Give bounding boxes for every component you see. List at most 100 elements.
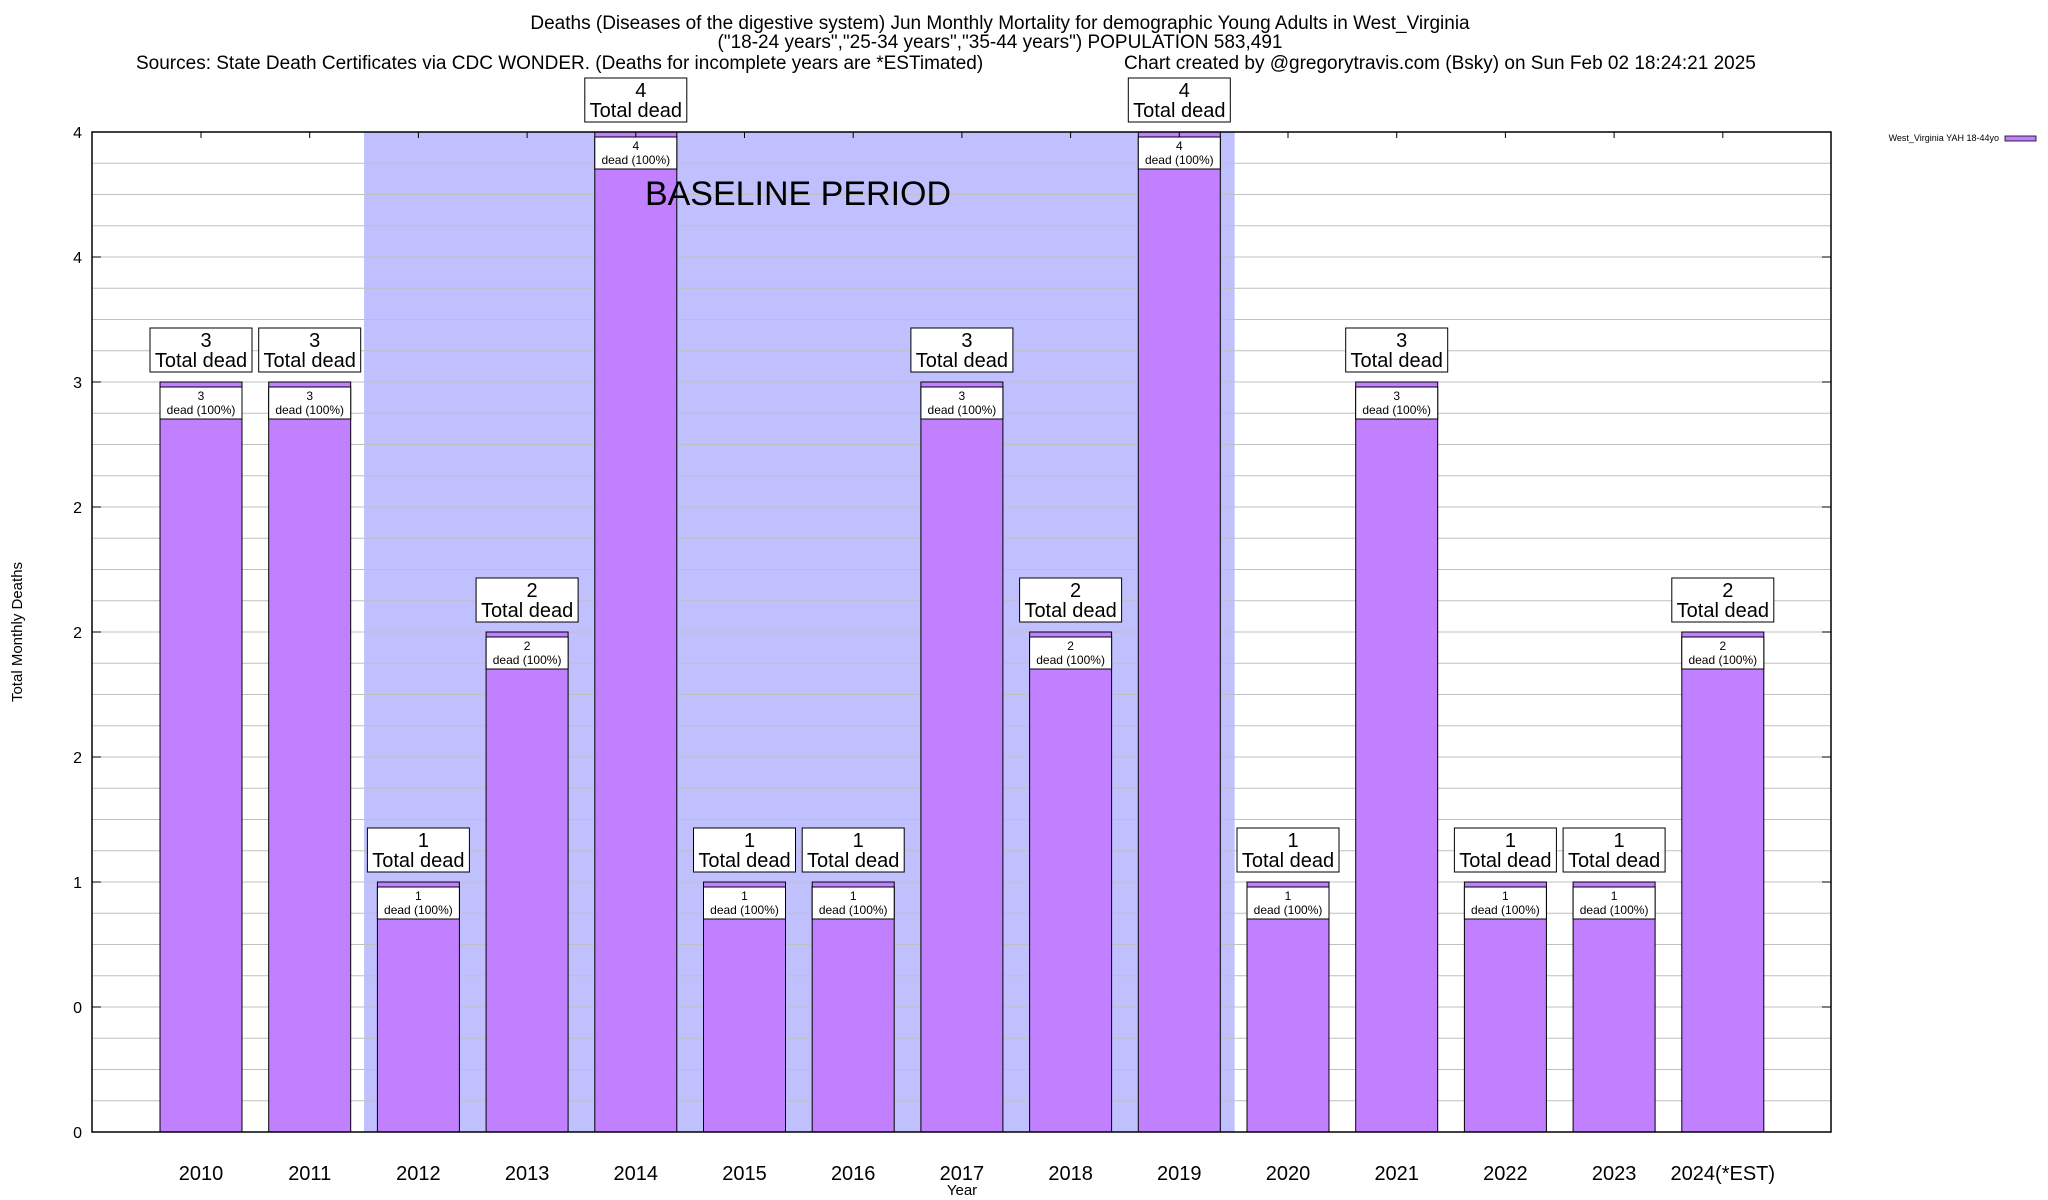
- inner-dead-box: [159, 386, 243, 420]
- total-dead-box: [258, 327, 362, 373]
- chart-credit: Chart created by @gregorytravis.com (Bsk…: [1124, 53, 1756, 74]
- total-dead-value: 3: [961, 330, 972, 352]
- inner-dead-box: [703, 886, 786, 920]
- inner-dead-box: [1355, 386, 1439, 420]
- legend-swatch: [2004, 135, 2037, 142]
- total-dead-box: [1562, 827, 1666, 873]
- inner-dead-box: [811, 886, 895, 920]
- baseline-period-label: BASELINE PERIOD: [645, 175, 951, 213]
- y-axis-label: Total Monthly Deaths: [9, 562, 26, 702]
- inner-dead-label: dead (100%): [1580, 903, 1649, 917]
- y-tick-label: 2: [73, 500, 82, 517]
- y-tick-label: 3: [73, 375, 82, 392]
- total-dead-label: Total dead: [916, 350, 1008, 372]
- bar-2013: [485, 631, 569, 1133]
- total-dead-box: [693, 827, 796, 873]
- total-dead-box: [584, 77, 688, 123]
- bar-2020: [1246, 881, 1330, 1133]
- inner-dead-value: 3: [306, 389, 313, 403]
- total-dead-label: Total dead: [590, 100, 682, 122]
- inner-dead-label: dead (100%): [1145, 153, 1214, 167]
- total-dead-label: Total dead: [807, 850, 899, 872]
- bar-2015: [703, 881, 786, 1133]
- inner-dead-box: [594, 136, 678, 170]
- x-tick-label: 2020: [1266, 1163, 1311, 1185]
- inner-dead-label: dead (100%): [601, 153, 670, 167]
- bar-2011: [268, 381, 352, 1133]
- inner-dead-label: dead (100%): [1688, 653, 1757, 667]
- inner-dead-value: 3: [1393, 389, 1400, 403]
- total-dead-box: [149, 327, 253, 373]
- total-dead-box: [1019, 577, 1123, 623]
- inner-dead-box: [268, 386, 352, 420]
- inner-dead-value: 1: [850, 889, 857, 903]
- bar-2024(*EST): [1681, 631, 1765, 1133]
- inner-dead-label: dead (100%): [275, 403, 344, 417]
- total-dead-value: 3: [1396, 330, 1407, 352]
- inner-dead-box: [1137, 136, 1221, 170]
- bar-2010: [159, 381, 243, 1133]
- y-tick-label: 4: [73, 125, 82, 142]
- total-dead-value: 3: [309, 330, 320, 352]
- x-tick-label: 2018: [1048, 1163, 1093, 1185]
- inner-dead-value: 4: [632, 139, 639, 153]
- inner-dead-box: [376, 886, 460, 920]
- inner-dead-label: dead (100%): [167, 403, 236, 417]
- total-dead-box: [1345, 327, 1449, 373]
- x-tick-label: 2023: [1592, 1163, 1637, 1185]
- total-dead-value: 1: [1287, 830, 1298, 852]
- y-tick-label: 4: [73, 250, 82, 267]
- x-tick-label: 2016: [831, 1163, 876, 1185]
- total-dead-label: Total dead: [264, 350, 356, 372]
- total-dead-label: Total dead: [372, 850, 464, 872]
- bar-2021: [1355, 381, 1439, 1133]
- inner-dead-value: 2: [1719, 639, 1726, 653]
- total-dead-value: 1: [744, 830, 755, 852]
- inner-dead-value: 2: [524, 639, 531, 653]
- inner-dead-label: dead (100%): [1036, 653, 1105, 667]
- bar-2019: [1137, 131, 1221, 1133]
- inner-dead-value: 1: [741, 889, 748, 903]
- inner-dead-value: 3: [959, 389, 966, 403]
- total-dead-box: [475, 577, 579, 623]
- inner-dead-value: 1: [1285, 889, 1292, 903]
- labels-layer: 0 0 1 2 2 2 3 4 4 2010 2011 2012 2013 2014 2015 2016 201…: [73, 77, 1775, 1185]
- inner-dead-value: 1: [1611, 889, 1618, 903]
- inner-dead-box: [920, 386, 1004, 420]
- inner-dead-label: dead (100%): [1471, 903, 1540, 917]
- legend: West_Virginia YAH 18-44yo: [1889, 133, 2037, 143]
- total-dead-value: 4: [1179, 80, 1190, 102]
- inner-dead-box: [1681, 636, 1765, 670]
- inner-dead-value: 1: [1502, 889, 1509, 903]
- total-dead-label: Total dead: [1568, 850, 1660, 872]
- y-tick-label: 2: [73, 750, 82, 767]
- inner-dead-label: dead (100%): [493, 653, 562, 667]
- total-dead-box: [366, 827, 470, 873]
- x-tick-label: 2022: [1483, 1163, 1528, 1185]
- inner-dead-box: [1029, 636, 1113, 670]
- inner-dead-value: 1: [415, 889, 422, 903]
- legend-label: West_Virginia YAH 18-44yo: [1889, 133, 1999, 143]
- x-tick-label: 2013: [505, 1163, 550, 1185]
- inner-dead-label: dead (100%): [819, 903, 888, 917]
- total-dead-value: 2: [527, 580, 538, 602]
- y-tick-label: 0: [73, 1125, 82, 1142]
- x-tick-label: 2014: [614, 1163, 659, 1185]
- x-tick-label: 2021: [1374, 1163, 1419, 1185]
- bar-2016: [811, 881, 895, 1133]
- x-tick-label: 2017: [940, 1163, 985, 1185]
- total-dead-box: [1671, 577, 1775, 623]
- inner-dead-label: dead (100%): [928, 403, 997, 417]
- inner-dead-label: dead (100%): [1254, 903, 1323, 917]
- bar-2022: [1463, 881, 1547, 1133]
- chart-sources: Sources: State Death Certificates via CD…: [136, 53, 984, 74]
- bar-2017: [920, 381, 1004, 1133]
- x-tick-label: 2011: [288, 1163, 331, 1185]
- total-dead-label: Total dead: [155, 350, 247, 372]
- inner-dead-value: 3: [198, 389, 205, 403]
- bar-2018: [1029, 631, 1113, 1133]
- total-dead-label: Total dead: [1242, 850, 1334, 872]
- total-dead-label: Total dead: [481, 600, 573, 622]
- bar-2023: [1572, 881, 1656, 1133]
